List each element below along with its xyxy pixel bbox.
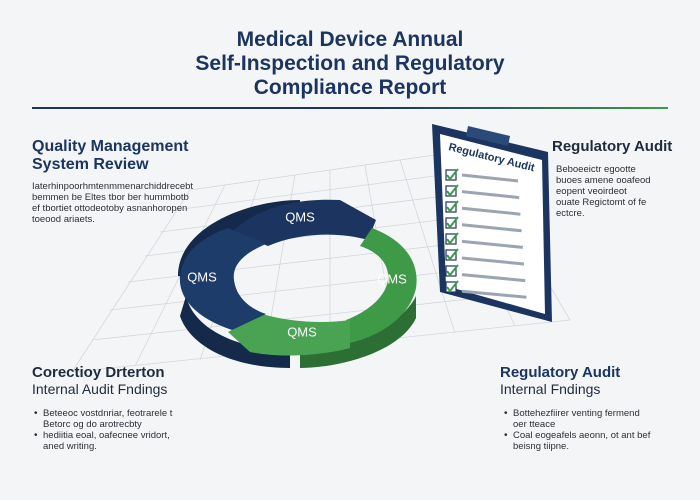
regulatory-audit-top-line: ouate Regictomt of fe: [556, 197, 647, 208]
title-line-3: Compliance Report: [253, 76, 447, 99]
qms-review-line: toeood ariaets.: [32, 214, 95, 225]
check-mark-icon: [446, 248, 459, 261]
cycle-segment-right: [346, 228, 417, 344]
regulatory-audit-top-line: Beboeeictr egootte: [556, 164, 636, 175]
regulatory-audit-bottom-bullet-2: Coal eogeafels aeonn, ot ant bef: [504, 430, 695, 441]
checkbox-icon: [445, 233, 457, 245]
regulatory-audit-bottom-section: Regulatory Audit Internal Fndings Botteh…: [500, 364, 695, 452]
checklist-line: [461, 223, 522, 233]
checklist-line: [461, 256, 525, 266]
check-mark-icon: [446, 280, 459, 293]
checkbox-icon: [445, 169, 457, 181]
checkbox-icon: [445, 265, 457, 277]
qms-review-heading-line-2: System Review: [32, 156, 149, 173]
regulatory-audit-bottom-heading: Regulatory Audit: [500, 364, 621, 381]
checkbox-icon: [445, 217, 457, 229]
corrective-bullet-2-cont: aned writing.: [43, 441, 97, 452]
corrective-body: Beteeoc vostdnriar, feotrarele t Betorc …: [34, 408, 252, 452]
check-mark-icon: [446, 264, 459, 277]
regulatory-audit-top-line: ectcre.: [556, 208, 585, 219]
checklist-line: [461, 239, 523, 249]
page-title: Medical Device Annual Self-Inspection an…: [0, 28, 700, 100]
title-line-2: Self-Inspection and Regulatory: [195, 52, 505, 75]
corrective-subheading: Internal Audit Fndings: [32, 381, 168, 397]
checkbox-icon: [445, 201, 457, 213]
corrective-bullet-1: Beteeoc vostdnriar, feotrarele t: [34, 408, 252, 419]
qms-review-body: Iaterhinpoorhmtenmmenarchiddrecebt bemme…: [32, 181, 232, 225]
corrective-bullet-2: hediitia eoal, oafecnee vridort,: [34, 430, 252, 441]
checklist-line: [461, 289, 527, 299]
qms-cycle: QMS QMS QMS QMS: [178, 199, 417, 368]
cycle-label-left: QMS: [187, 269, 217, 284]
regulatory-audit-top-line: eopent veoirdeot: [556, 186, 627, 197]
qms-review-line: bemmen be Eltes tbor ber hummbotb: [32, 192, 189, 203]
qms-review-section: Quality Management System Review Iaterhi…: [32, 138, 232, 225]
check-mark-icon: [446, 216, 459, 229]
corrective-bullet-1-cont: Betorc og do arotrecbty: [43, 419, 142, 430]
checklist-icon: [445, 168, 527, 299]
qms-review-heading: Quality Management System Review: [32, 138, 232, 174]
cycle-segment-left: [179, 228, 266, 330]
cycle-segment-bottom: [228, 314, 350, 356]
title-divider: [32, 107, 668, 109]
regulatory-audit-top-line: buoes amene ooafeod: [556, 175, 651, 186]
regulatory-audit-top-heading: Regulatory Audit: [552, 138, 673, 155]
regulatory-audit-bottom-subheading: Internal Fndings: [500, 381, 601, 397]
cycle-label-bottom: QMS: [287, 324, 317, 339]
qms-review-heading-line-1: Quality Management: [32, 138, 189, 155]
regulatory-audit-bottom-body: Bottehezfiirer venting fermend oer tteac…: [504, 408, 695, 452]
clipboard: Regulatory Audit: [432, 124, 552, 322]
checklist-line: [461, 206, 521, 216]
regulatory-audit-bottom-bullet-2-cont: beisng tiipne.: [513, 441, 569, 452]
clipboard-clip: [466, 126, 510, 146]
check-mark-icon: [446, 200, 459, 213]
regulatory-audit-bottom-bullet-1-cont: oer tteace: [513, 419, 556, 430]
qms-review-line: Iaterhinpoorhmtenmmenarchiddrecebt: [32, 181, 194, 192]
qms-review-line: ef tbortiet ottodeotoby asnanhoropen: [32, 203, 188, 214]
check-mark-icon: [446, 232, 459, 245]
checklist-line: [461, 190, 520, 200]
corrective-section: Corectioy Drterton Internal Audit Fnding…: [32, 364, 252, 452]
clipboard-paper: [440, 134, 545, 314]
title-line-1: Medical Device Annual: [236, 28, 464, 51]
check-mark-icon: [446, 184, 459, 197]
regulatory-audit-bottom-bullet-1: Bottehezfiirer venting fermend: [504, 408, 695, 419]
checklist-line: [461, 273, 526, 283]
checkbox-icon: [445, 185, 457, 197]
regulatory-audit-top-body: Beboeeictr egootte buoes amene ooafeod e…: [556, 164, 692, 219]
checklist-line: [461, 173, 519, 183]
cycle-label-top: QMS: [285, 209, 315, 224]
cycle-segment-top: [232, 199, 376, 246]
checkbox-icon: [445, 281, 457, 293]
regulatory-audit-top-section: Regulatory Audit Beboeeictr egootte buoe…: [552, 138, 692, 219]
check-mark-icon: [446, 168, 459, 181]
checkbox-icon: [445, 249, 457, 261]
corrective-heading: Corectioy Drterton: [32, 364, 165, 381]
cycle-label-right: QMS: [377, 271, 407, 286]
